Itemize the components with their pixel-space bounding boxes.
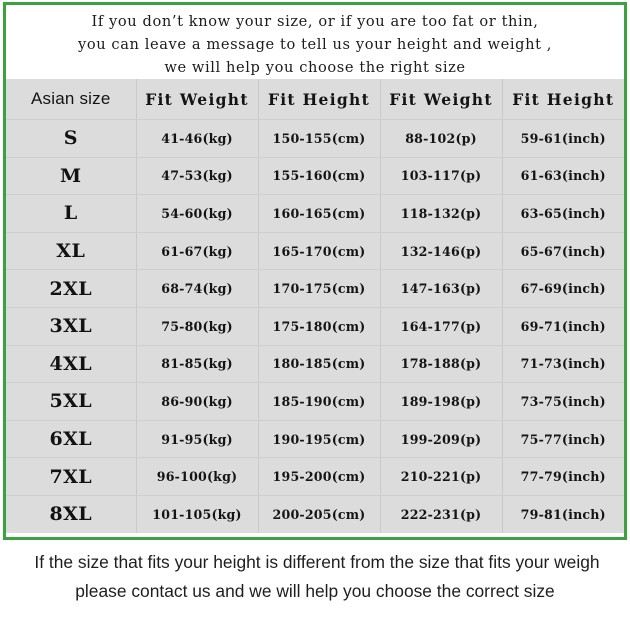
bottom-note-line-2: please contact us and we will help you c… (75, 581, 555, 601)
cell-fit-height-inch: 65-67(inch) (502, 232, 624, 271)
cell-fit-height-inch: 63-65(inch) (502, 194, 624, 233)
table-row: 6XL 91-95(kg) 190-195(cm) 199-209(p) 75-… (6, 420, 624, 459)
table-row: S 41-46(kg) 150-155(cm) 88-102(p) 59-61(… (6, 119, 624, 158)
cell-fit-weight-p: 199-209(p) (380, 420, 503, 459)
table-row: 8XL 101-105(kg) 200-205(cm) 222-231(p) 7… (6, 495, 624, 534)
cell-fit-weight-kg: 61-67(kg) (136, 232, 259, 271)
cell-size: 2XL (6, 269, 137, 308)
cell-fit-weight-kg: 101-105(kg) (136, 495, 259, 534)
size-chart-panel: If you don’t know your size, or if you a… (3, 2, 627, 540)
cell-size: 8XL (6, 495, 137, 534)
size-table: Asian size Fit Weight Fit Height Fit Wei… (6, 79, 624, 534)
cell-fit-height-inch: 79-81(inch) (502, 495, 624, 534)
cell-size: 5XL (6, 382, 137, 421)
cell-fit-height-inch: 59-61(inch) (502, 119, 624, 158)
cell-fit-weight-p: 210-221(p) (380, 457, 503, 496)
cell-fit-weight-kg: 54-60(kg) (136, 194, 259, 233)
cell-fit-weight-p: 164-177(p) (380, 307, 503, 346)
cell-size: M (6, 157, 137, 196)
bottom-instruction-note: If the size that fits your height is dif… (0, 548, 630, 606)
cell-fit-height-inch: 73-75(inch) (502, 382, 624, 421)
cell-size: XL (6, 232, 137, 271)
cell-fit-height-inch: 75-77(inch) (502, 420, 624, 459)
cell-fit-height-cm: 185-190(cm) (258, 382, 381, 421)
cell-fit-weight-kg: 47-53(kg) (136, 157, 259, 196)
cell-fit-height-cm: 190-195(cm) (258, 420, 381, 459)
table-row: 7XL 96-100(kg) 195-200(cm) 210-221(p) 77… (6, 457, 624, 496)
top-note-line-3: we will help you choose the right size (164, 59, 466, 76)
cell-fit-height-cm: 195-200(cm) (258, 457, 381, 496)
cell-fit-height-cm: 200-205(cm) (258, 495, 381, 534)
cell-fit-weight-p: 178-188(p) (380, 345, 503, 384)
table-header-row: Asian size Fit Weight Fit Height Fit Wei… (6, 79, 624, 120)
cell-fit-height-inch: 67-69(inch) (502, 269, 624, 308)
cell-fit-weight-p: 222-231(p) (380, 495, 503, 534)
cell-fit-height-inch: 77-79(inch) (502, 457, 624, 496)
top-note-line-2: you can leave a message to tell us your … (77, 36, 553, 53)
cell-fit-weight-p: 118-132(p) (380, 194, 503, 233)
cell-fit-height-inch: 71-73(inch) (502, 345, 624, 384)
cell-fit-height-cm: 155-160(cm) (258, 157, 381, 196)
cell-fit-weight-kg: 86-90(kg) (136, 382, 259, 421)
table-body: S 41-46(kg) 150-155(cm) 88-102(p) 59-61(… (6, 119, 624, 534)
cell-fit-weight-p: 147-163(p) (380, 269, 503, 308)
table-row: 3XL 75-80(kg) 175-180(cm) 164-177(p) 69-… (6, 307, 624, 346)
column-header-fit-height-inch: Fit Height (502, 79, 624, 120)
cell-fit-weight-p: 88-102(p) (380, 119, 503, 158)
table-row: XL 61-67(kg) 165-170(cm) 132-146(p) 65-6… (6, 232, 624, 271)
cell-fit-height-inch: 69-71(inch) (502, 307, 624, 346)
table-row: M 47-53(kg) 155-160(cm) 103-117(p) 61-63… (6, 157, 624, 196)
cell-size: 6XL (6, 420, 137, 459)
bottom-note-line-1: If the size that fits your height is dif… (34, 552, 600, 572)
cell-fit-weight-kg: 75-80(kg) (136, 307, 259, 346)
cell-size: 4XL (6, 345, 137, 384)
cell-fit-weight-kg: 41-46(kg) (136, 119, 259, 158)
top-note-line-1: If you don’t know your size, or if you a… (91, 13, 539, 30)
table-row: 4XL 81-85(kg) 180-185(cm) 178-188(p) 71-… (6, 345, 624, 384)
cell-fit-height-cm: 150-155(cm) (258, 119, 381, 158)
cell-fit-height-inch: 61-63(inch) (502, 157, 624, 196)
cell-fit-weight-p: 189-198(p) (380, 382, 503, 421)
column-header-asian-size: Asian size (6, 79, 137, 120)
column-header-fit-weight-kg: Fit Weight (136, 79, 259, 120)
cell-fit-weight-kg: 68-74(kg) (136, 269, 259, 308)
table-row: 2XL 68-74(kg) 170-175(cm) 147-163(p) 67-… (6, 269, 624, 308)
cell-fit-height-cm: 165-170(cm) (258, 232, 381, 271)
table-row: 5XL 86-90(kg) 185-190(cm) 189-198(p) 73-… (6, 382, 624, 421)
cell-size: L (6, 194, 137, 233)
column-header-fit-weight-p: Fit Weight (380, 79, 503, 120)
cell-fit-weight-p: 103-117(p) (380, 157, 503, 196)
cell-fit-weight-kg: 81-85(kg) (136, 345, 259, 384)
top-instruction-note: If you don’t know your size, or if you a… (6, 5, 624, 79)
cell-fit-weight-p: 132-146(p) (380, 232, 503, 271)
cell-fit-height-cm: 160-165(cm) (258, 194, 381, 233)
cell-size: 7XL (6, 457, 137, 496)
cell-fit-weight-kg: 96-100(kg) (136, 457, 259, 496)
cell-fit-weight-kg: 91-95(kg) (136, 420, 259, 459)
cell-fit-height-cm: 170-175(cm) (258, 269, 381, 308)
table-row: L 54-60(kg) 160-165(cm) 118-132(p) 63-65… (6, 194, 624, 233)
column-header-fit-height-cm: Fit Height (258, 79, 381, 120)
cell-size: 3XL (6, 307, 137, 346)
cell-fit-height-cm: 180-185(cm) (258, 345, 381, 384)
cell-fit-height-cm: 175-180(cm) (258, 307, 381, 346)
cell-size: S (6, 119, 137, 158)
